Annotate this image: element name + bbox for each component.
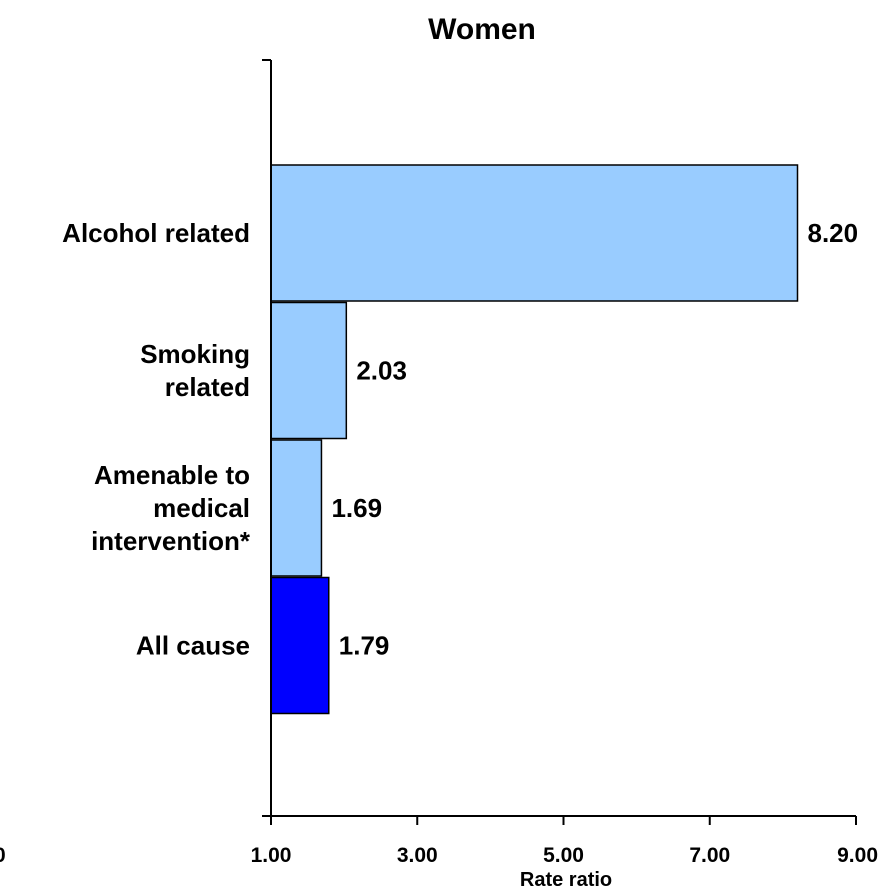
value-label-0: 8.20	[808, 218, 859, 248]
category-label-2-0: Amenable to	[94, 460, 250, 490]
x-tick-label-1: 3.00	[397, 844, 438, 867]
bar-0	[270, 164, 799, 302]
x-tick-label-0: 1.00	[251, 844, 292, 867]
bars	[270, 164, 799, 715]
value-labels: 8.20 2.03 1.69 1.79	[331, 218, 858, 661]
x-ticks: 1.00 3.00 5.00 7.00 9.00	[251, 59, 878, 867]
x-tick-label-clipped: 0	[0, 844, 6, 867]
category-label-2-2: intervention*	[91, 526, 251, 556]
bar-1	[270, 301, 348, 440]
category-label-0-0: Alcohol related	[62, 218, 250, 248]
value-label-3: 1.79	[339, 631, 390, 661]
x-tick-label-3: 7.00	[689, 844, 730, 867]
category-label-1-1: related	[165, 372, 250, 402]
category-label-2-1: medical	[153, 493, 250, 523]
bar-2	[270, 439, 323, 577]
category-label-3-0: All cause	[136, 631, 250, 661]
chart-title: Women	[428, 13, 536, 46]
x-tick-label-4: 9.00	[837, 844, 878, 867]
category-label-1-0: Smoking	[140, 339, 250, 369]
value-label-1: 2.03	[356, 356, 407, 386]
x-axis-title: Rate ratio	[520, 869, 612, 891]
value-label-2: 1.69	[331, 493, 382, 523]
bar-3	[270, 576, 330, 715]
x-tick-label-2: 5.00	[543, 844, 584, 867]
